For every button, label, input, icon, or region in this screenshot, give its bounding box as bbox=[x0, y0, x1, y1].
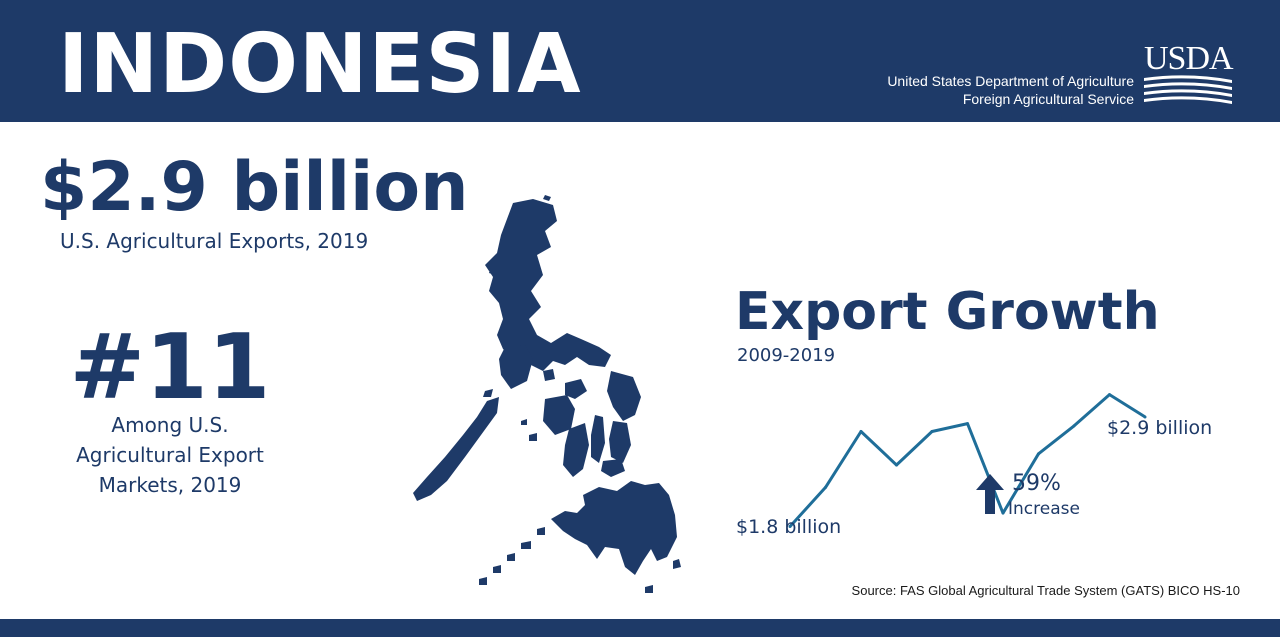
philippines-map-icon bbox=[413, 195, 681, 593]
exports-caption: U.S. Agricultural Exports, 2019 bbox=[60, 229, 369, 253]
export-growth-years: 2009-2019 bbox=[737, 345, 836, 366]
usda-logo-waves-icon bbox=[1144, 75, 1232, 104]
data-point-2012 bbox=[895, 463, 898, 467]
market-rank-caption: Among U.S. Agricultural Export Markets, … bbox=[50, 410, 290, 500]
agency-name: United States Department of Agriculture … bbox=[887, 72, 1134, 108]
export-growth-line-chart bbox=[788, 393, 1147, 528]
data-point-2016 bbox=[1037, 452, 1040, 456]
usda-logo-text: USDA bbox=[1144, 40, 1234, 77]
data-point-2019 bbox=[1143, 415, 1147, 419]
data-point-2010 bbox=[824, 485, 827, 489]
increase-label: Increase bbox=[1008, 499, 1080, 519]
rank-caption-line: Agricultural Export bbox=[76, 443, 264, 467]
data-point-2015 bbox=[1001, 511, 1005, 515]
header-banner: INDONESIA United States Department of Ag… bbox=[0, 0, 1280, 122]
footer-bar bbox=[0, 619, 1280, 637]
usda-logo: USDA bbox=[1144, 40, 1234, 106]
rank-caption-line: Markets, 2019 bbox=[98, 473, 242, 497]
country-title: INDONESIA bbox=[58, 17, 582, 112]
market-rank: #11 bbox=[69, 315, 271, 420]
export-growth-title: Export Growth bbox=[735, 282, 1160, 342]
data-point-2014 bbox=[966, 422, 969, 426]
data-point-2011 bbox=[859, 429, 863, 433]
increase-percent: 59% bbox=[1012, 471, 1061, 496]
data-point-2018 bbox=[1108, 393, 1111, 397]
exports-value: $2.9 billion bbox=[40, 148, 469, 227]
data-point-2013 bbox=[930, 429, 934, 433]
arrow-up-icon bbox=[976, 474, 1004, 514]
agency-line-service: Foreign Agricultural Service bbox=[962, 91, 1134, 107]
agency-line-department: United States Department of Agriculture bbox=[887, 73, 1134, 89]
rank-caption-line: Among U.S. bbox=[111, 413, 229, 437]
data-point-2009 bbox=[788, 524, 792, 528]
export-growth-series-line bbox=[788, 393, 1146, 528]
data-point-2017 bbox=[1072, 424, 1076, 428]
source-note: Source: FAS Global Agricultural Trade Sy… bbox=[851, 583, 1240, 598]
start-value-label: $1.8 billion bbox=[736, 516, 842, 538]
end-value-label: $2.9 billion bbox=[1107, 417, 1213, 439]
